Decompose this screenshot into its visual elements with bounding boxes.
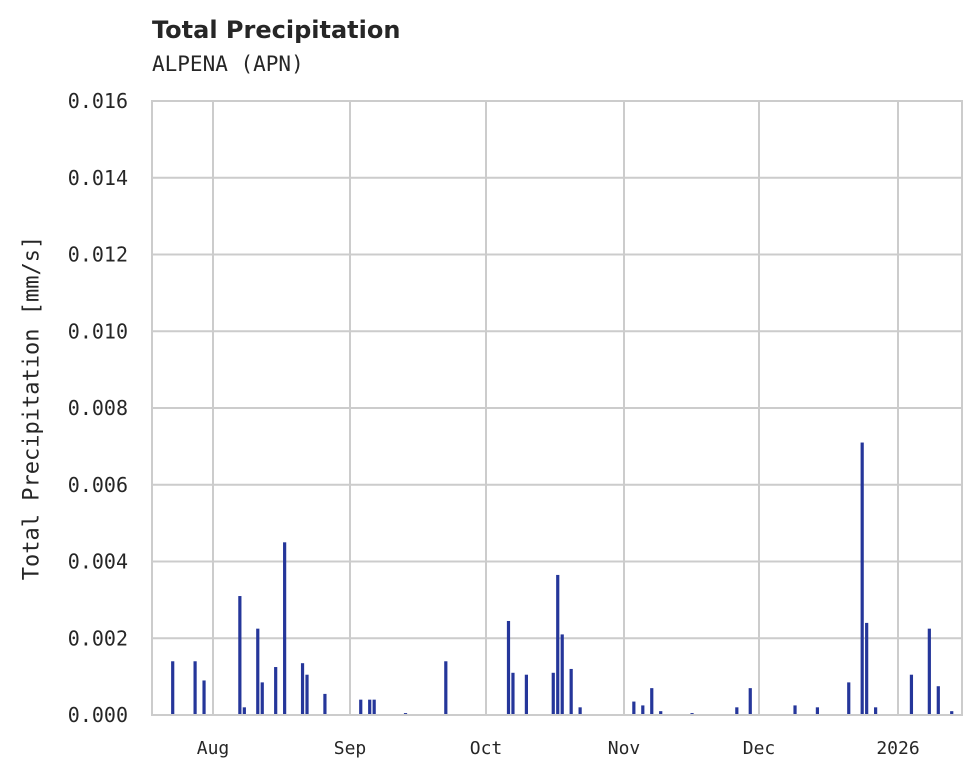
precipitation-bar bbox=[444, 661, 448, 715]
precipitation-bar bbox=[300, 663, 305, 715]
y-tick-label: 0.000 bbox=[68, 703, 128, 727]
x-tick-label: Nov bbox=[608, 738, 641, 759]
precipitation-bar bbox=[556, 574, 560, 715]
precipitation-bar bbox=[323, 693, 327, 715]
precipitation-bar bbox=[242, 707, 246, 715]
x-axis-ticks: Aug Sep Oct Nov Dec 2026 bbox=[197, 738, 920, 759]
y-tick-label: 0.004 bbox=[68, 550, 128, 574]
grid-lines bbox=[152, 100, 962, 716]
precipitation-bar bbox=[551, 672, 555, 715]
precipitation-bar bbox=[735, 707, 739, 715]
precipitation-bar bbox=[659, 711, 663, 715]
precipitation-bar bbox=[506, 620, 511, 715]
x-tick-label: 2026 bbox=[876, 738, 919, 759]
precipitation-bar bbox=[368, 699, 372, 715]
precipitation-bar bbox=[256, 628, 260, 715]
chart-title: Total Precipitation bbox=[152, 16, 401, 44]
y-tick-label: 0.010 bbox=[68, 319, 128, 343]
precipitation-bar bbox=[860, 442, 864, 715]
precipitation-bar bbox=[847, 682, 851, 715]
precipitation-bar bbox=[936, 686, 940, 715]
precipitation-bar bbox=[260, 682, 264, 715]
precipitation-bar bbox=[632, 701, 636, 715]
y-tick-label: 0.006 bbox=[68, 473, 128, 497]
precipitation-bars bbox=[171, 442, 954, 715]
precipitation-bar bbox=[305, 674, 309, 715]
x-tick-label: Sep bbox=[334, 738, 367, 759]
precipitation-bar bbox=[372, 699, 376, 715]
x-tick-label: Aug bbox=[197, 738, 230, 759]
precipitation-bar bbox=[909, 674, 914, 715]
precipitation-bar bbox=[650, 688, 654, 715]
precipitation-bar bbox=[927, 628, 931, 715]
precipitation-bar bbox=[274, 667, 278, 715]
y-tick-label: 0.014 bbox=[68, 166, 128, 190]
precipitation-bar bbox=[569, 668, 573, 715]
precipitation-bar bbox=[359, 699, 363, 715]
precipitation-bar bbox=[283, 542, 287, 715]
precipitation-bar bbox=[950, 711, 954, 715]
precipitation-bar bbox=[193, 661, 197, 715]
y-tick-label: 0.008 bbox=[68, 396, 128, 420]
chart-subtitle: ALPENA (APN) bbox=[152, 52, 304, 76]
y-tick-label: 0.016 bbox=[68, 89, 128, 113]
precipitation-bar bbox=[202, 680, 206, 715]
precipitation-bar bbox=[641, 705, 645, 715]
precipitation-bar bbox=[560, 634, 564, 715]
precipitation-bar bbox=[815, 707, 820, 715]
precipitation-bar bbox=[793, 705, 797, 715]
precipitation-bar bbox=[578, 707, 582, 715]
plot-frame bbox=[151, 100, 963, 716]
y-axis-ticks: 0.000 0.002 0.004 0.006 0.008 0.010 0.012 0.014… bbox=[68, 89, 128, 727]
y-tick-label: 0.002 bbox=[68, 626, 128, 650]
precipitation-bar bbox=[171, 661, 175, 715]
precipitation-bar bbox=[511, 672, 515, 715]
precipitation-bar bbox=[524, 674, 528, 715]
precipitation-bar bbox=[874, 707, 878, 715]
precipitation-bar bbox=[748, 688, 752, 715]
x-tick-label: Dec bbox=[743, 738, 776, 759]
x-tick-label: Oct bbox=[470, 738, 503, 759]
y-tick-label: 0.012 bbox=[68, 243, 128, 267]
precipitation-bar bbox=[238, 596, 242, 715]
precipitation-bar bbox=[865, 622, 869, 715]
